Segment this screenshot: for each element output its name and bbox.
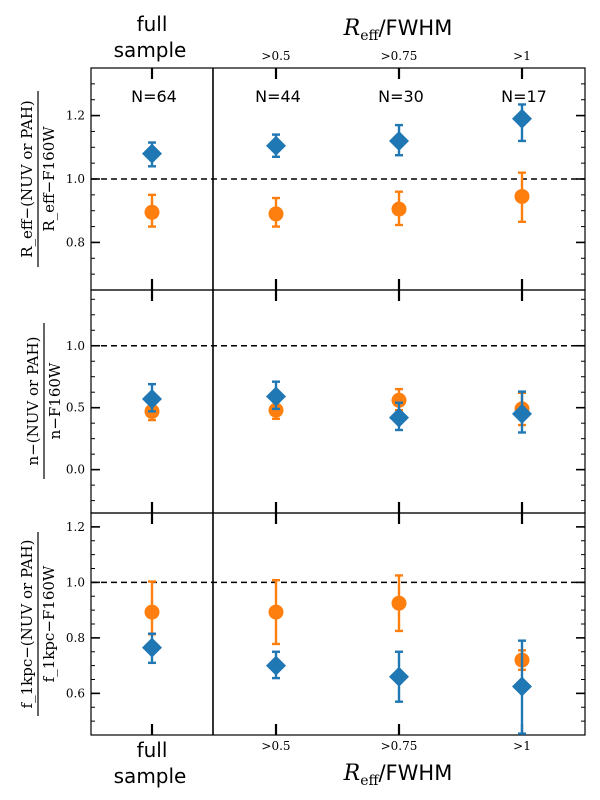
bottom-axis-title-r: R (343, 761, 361, 786)
panel-frame (90, 512, 586, 736)
orange-circle-point (391, 595, 407, 611)
ytick-label: 1.0 (66, 172, 85, 186)
ylabel-bottom-numerator: f_1kpc−(NUV or PAH) (18, 540, 36, 709)
top-axis-title-sub: eff (360, 28, 379, 44)
ylabel-bottom: f_1kpc−(NUV or PAH) f_1kpc−F160W (18, 532, 58, 716)
bottom-axis-title-fwhm: /FWHM (378, 761, 452, 785)
bottom-axis-title: Reff/FWHM (343, 761, 453, 789)
panel-top: 0.8 1.0 1.2 (66, 67, 586, 291)
orange-circle-point (391, 201, 407, 217)
ylabel-middle: n−(NUV or PAH) n−F160W (24, 323, 64, 479)
orange-circle-point (144, 604, 160, 620)
top-column-label-line1: full (137, 12, 168, 36)
bottom-bin-label-3: >1 (513, 739, 531, 753)
ylabel-top-denominator: R_eff−F160W (40, 126, 58, 232)
ytick-label: 0.6 (66, 686, 85, 700)
orange-circle-point (514, 188, 530, 204)
panel-bottom: 0.6 0.8 1.0 1.2 (66, 512, 586, 736)
count-bin-2: N=30 (378, 87, 424, 106)
blue-diamond-point (512, 108, 532, 129)
ytick-label: 0.8 (66, 631, 85, 645)
count-full-sample: N=64 (131, 87, 177, 106)
bottom-column-label-line2: sample (114, 764, 187, 788)
ytick-label: 1.2 (66, 520, 85, 534)
top-axis-title: Reff/FWHM (343, 16, 453, 44)
blue-diamond-point (512, 676, 532, 697)
ytick-label: 0.5 (66, 401, 85, 415)
top-bin-label-1: >0.5 (261, 49, 290, 63)
orange-circle-point (144, 204, 160, 220)
top-axis-title-r: R (343, 16, 361, 41)
count-bin-1: N=44 (255, 87, 301, 106)
ylabel-middle-numerator: n−(NUV or PAH) (24, 337, 42, 466)
blue-diamond-point (142, 637, 162, 658)
panel-frame (90, 289, 586, 514)
bottom-bin-label-1: >0.5 (261, 739, 290, 753)
orange-circle-point (268, 402, 284, 418)
ytick-label: 1.0 (66, 339, 85, 353)
blue-diamond-point (266, 135, 286, 156)
ylabel-top-numerator: R_eff−(NUV or PAH) (18, 100, 36, 258)
orange-circle-point (391, 392, 407, 408)
bottom-bin-label-2: >0.75 (381, 739, 418, 753)
ylabel-bottom-denominator: f_1kpc−F160W (40, 565, 58, 682)
ylabel-middle-denominator: n−F160W (46, 362, 64, 439)
blue-diamond-point (389, 666, 409, 687)
blue-diamond-point (389, 130, 409, 151)
orange-circle-point (268, 206, 284, 222)
bottom-axis-title-sub: eff (360, 773, 379, 789)
count-bin-3: N=17 (501, 87, 547, 106)
blue-diamond-point (266, 386, 286, 407)
blue-diamond-point (266, 655, 286, 676)
bottom-column-label-line1: full (137, 738, 168, 762)
top-bin-label-3: >1 (513, 49, 531, 63)
blue-diamond-point (389, 407, 409, 428)
blue-diamond-point (512, 403, 532, 424)
top-axis-title-fwhm: /FWHM (378, 16, 452, 40)
ylabel-top: R_eff−(NUV or PAH) R_eff−F160W (18, 91, 58, 267)
blue-diamond-point (142, 389, 162, 410)
orange-circle-point (268, 604, 284, 620)
ytick-label: 1.0 (66, 575, 85, 589)
top-bin-label-2: >0.75 (381, 49, 418, 63)
ytick-label: 0.0 (66, 463, 85, 477)
blue-diamond-point (142, 143, 162, 164)
panel-middle: 0.0 0.5 1.0 (66, 289, 586, 514)
ytick-label: 0.8 (66, 235, 85, 249)
ytick-label: 1.2 (66, 109, 85, 123)
top-column-label-line2: sample (114, 38, 187, 62)
